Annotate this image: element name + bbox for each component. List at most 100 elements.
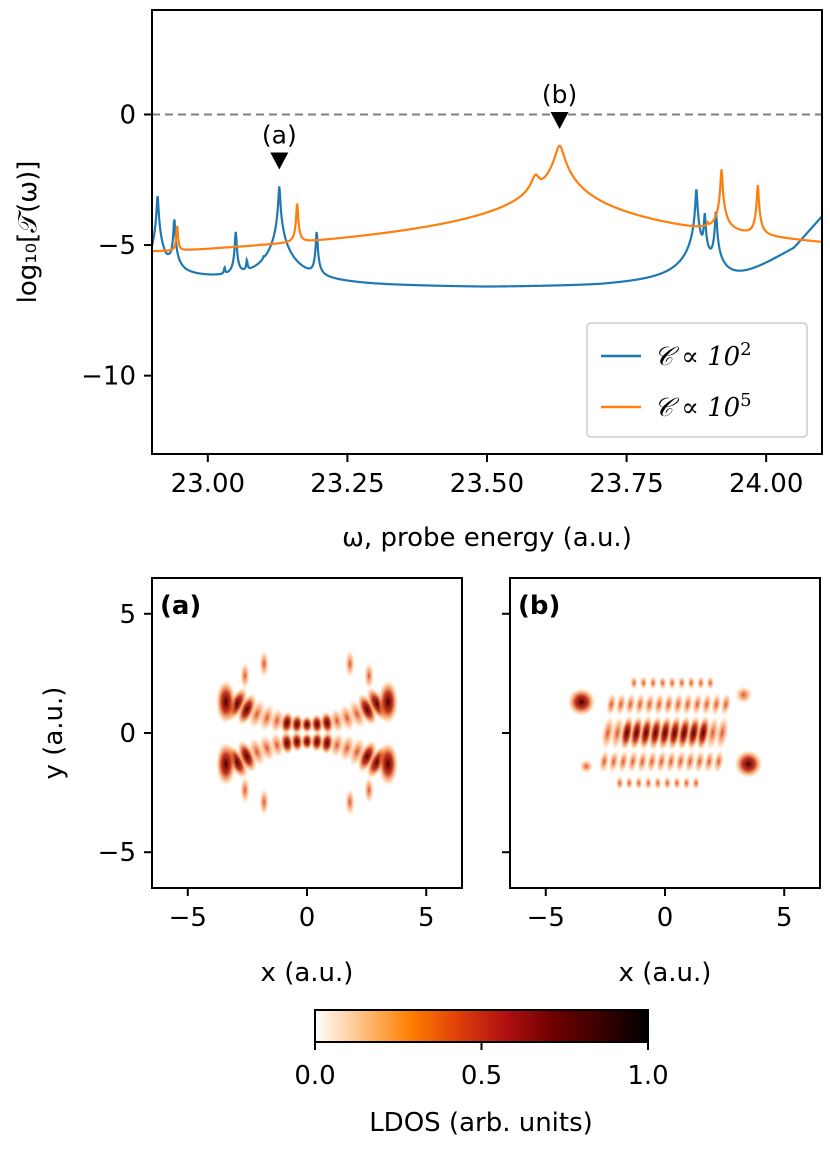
transmission-chart: (a)(b) 23.00 23.25 23.50 23.75 24.00 0−5−10 … bbox=[13, 9, 823, 553]
density-lobe bbox=[280, 711, 294, 735]
density-lobe bbox=[710, 692, 722, 717]
density-lobe bbox=[240, 776, 250, 805]
density-lobe bbox=[215, 742, 236, 786]
series-1-line bbox=[152, 144, 822, 253]
density-lobe bbox=[290, 731, 304, 753]
density-lobe bbox=[636, 749, 648, 774]
colorbar-tick-label: 0.0 bbox=[294, 1061, 335, 1091]
density-lobe bbox=[634, 692, 646, 717]
annotation-marker-0 bbox=[270, 152, 289, 170]
density-lobe bbox=[378, 680, 399, 724]
series-group bbox=[152, 144, 822, 288]
density-lobe bbox=[259, 649, 270, 678]
density-lobe bbox=[658, 675, 667, 690]
density-lobe bbox=[656, 749, 667, 774]
legend-frame bbox=[586, 322, 808, 438]
map-b-x-ticks: −5 0 5 bbox=[527, 888, 793, 933]
x-tick-label: −5 bbox=[527, 903, 565, 933]
density-lobe bbox=[677, 675, 686, 690]
density-lobe bbox=[720, 692, 732, 717]
top-x-tick-label: 23.75 bbox=[589, 469, 663, 499]
ldos-map-b: (b) −5 0 5 x (a.u.) bbox=[502, 577, 821, 988]
density-lobe bbox=[357, 693, 377, 726]
density-lobe bbox=[668, 675, 677, 690]
map-b-x-axis-label: x (a.u.) bbox=[619, 958, 712, 988]
annotation-label-1: (b) bbox=[542, 80, 577, 109]
annotation-marker-1 bbox=[550, 112, 569, 129]
density-lobe bbox=[615, 692, 627, 717]
density-lobe bbox=[644, 692, 655, 717]
density-lobe bbox=[734, 750, 763, 778]
top-x-tick-label: 24.00 bbox=[729, 469, 803, 499]
density-lobe bbox=[627, 749, 639, 774]
density-lobe bbox=[240, 661, 250, 690]
y-tick-label: 5 bbox=[119, 600, 136, 630]
colorbar-tick-label: 1.0 bbox=[627, 1061, 668, 1091]
density-lobe bbox=[237, 740, 257, 773]
density-lobe bbox=[310, 731, 324, 753]
map-a-panel-label: (a) bbox=[160, 591, 201, 621]
density-lobe bbox=[259, 788, 270, 817]
density-lobe bbox=[713, 749, 725, 774]
ldos-map-a: (a) −5 0 5 5 0 −5 x (a.u.) y (a.u.) bbox=[39, 577, 463, 988]
legend-label-series-1: 𝒞 ∝ 105 bbox=[654, 390, 752, 424]
top-x-tick-label: 23.50 bbox=[450, 469, 524, 499]
annotations: (a) (b) bbox=[262, 80, 577, 170]
density-lobe bbox=[630, 675, 638, 690]
density-lobe bbox=[734, 685, 753, 704]
density-lobe bbox=[608, 749, 620, 774]
legend: 𝒞 ∝ 102 𝒞 ∝ 105 bbox=[586, 322, 808, 438]
density-lobe bbox=[615, 776, 624, 791]
density-lobe bbox=[644, 776, 653, 791]
density-lobe bbox=[665, 749, 677, 774]
density-lobe bbox=[237, 693, 257, 726]
density-lobe bbox=[364, 661, 374, 690]
top-y-tick-label: −5 bbox=[98, 231, 136, 261]
density-lobe bbox=[682, 776, 691, 791]
density-lobe bbox=[646, 749, 658, 774]
density-lobe bbox=[301, 732, 313, 751]
x-tick-label: −5 bbox=[169, 903, 207, 933]
top-x-axis-label: ω, probe energy (a.u.) bbox=[342, 523, 632, 553]
density-lobe bbox=[701, 692, 713, 717]
density-lobe bbox=[696, 675, 705, 690]
density-lobe bbox=[625, 776, 634, 791]
density-lobe bbox=[301, 715, 313, 734]
density-lobe bbox=[687, 675, 696, 690]
density-lobe bbox=[639, 675, 648, 690]
density-lobe bbox=[634, 776, 643, 791]
map-a-y-axis-label: y (a.u.) bbox=[39, 687, 69, 780]
density-lobe bbox=[663, 692, 674, 717]
top-y-tick-label: 0 bbox=[119, 100, 136, 130]
density-lobe bbox=[310, 713, 324, 735]
density-lobe bbox=[715, 715, 729, 751]
x-tick-label: 5 bbox=[418, 903, 435, 933]
top-y-axis-label: log₁₀[𝒯(ω)] bbox=[13, 161, 43, 304]
density-lobe bbox=[672, 692, 684, 717]
colorbar-ticks: 0.0 0.5 1.0 bbox=[294, 1042, 669, 1091]
density-lobe bbox=[682, 692, 694, 717]
density-lobe bbox=[344, 649, 355, 678]
top-y-tick-label: −10 bbox=[81, 362, 136, 392]
top-x-ticks: 23.00 23.25 23.50 23.75 24.00 bbox=[171, 454, 803, 499]
density-lobe bbox=[694, 749, 705, 774]
x-tick-label: 0 bbox=[657, 903, 674, 933]
density-lobe bbox=[653, 776, 662, 791]
density-lobe bbox=[625, 692, 636, 717]
density-lobe bbox=[357, 740, 377, 773]
density-lobe bbox=[672, 776, 681, 791]
density-lobe bbox=[684, 749, 696, 774]
density-lobe bbox=[378, 742, 399, 786]
top-x-tick-label: 23.00 bbox=[171, 469, 245, 499]
map-a-x-axis-label: x (a.u.) bbox=[261, 958, 354, 988]
top-x-tick-label: 23.25 bbox=[310, 469, 384, 499]
series-0-line bbox=[152, 186, 822, 288]
map-b-panel-label: (b) bbox=[518, 591, 560, 621]
map-a-y-ticks: 5 0 −5 bbox=[98, 600, 152, 868]
density-lobe bbox=[649, 675, 658, 690]
y-tick-label: 0 bbox=[119, 719, 136, 749]
density-lobe bbox=[567, 688, 596, 716]
density-lobe bbox=[617, 749, 629, 774]
x-tick-label: 0 bbox=[299, 903, 316, 933]
density-lobe bbox=[215, 680, 236, 724]
